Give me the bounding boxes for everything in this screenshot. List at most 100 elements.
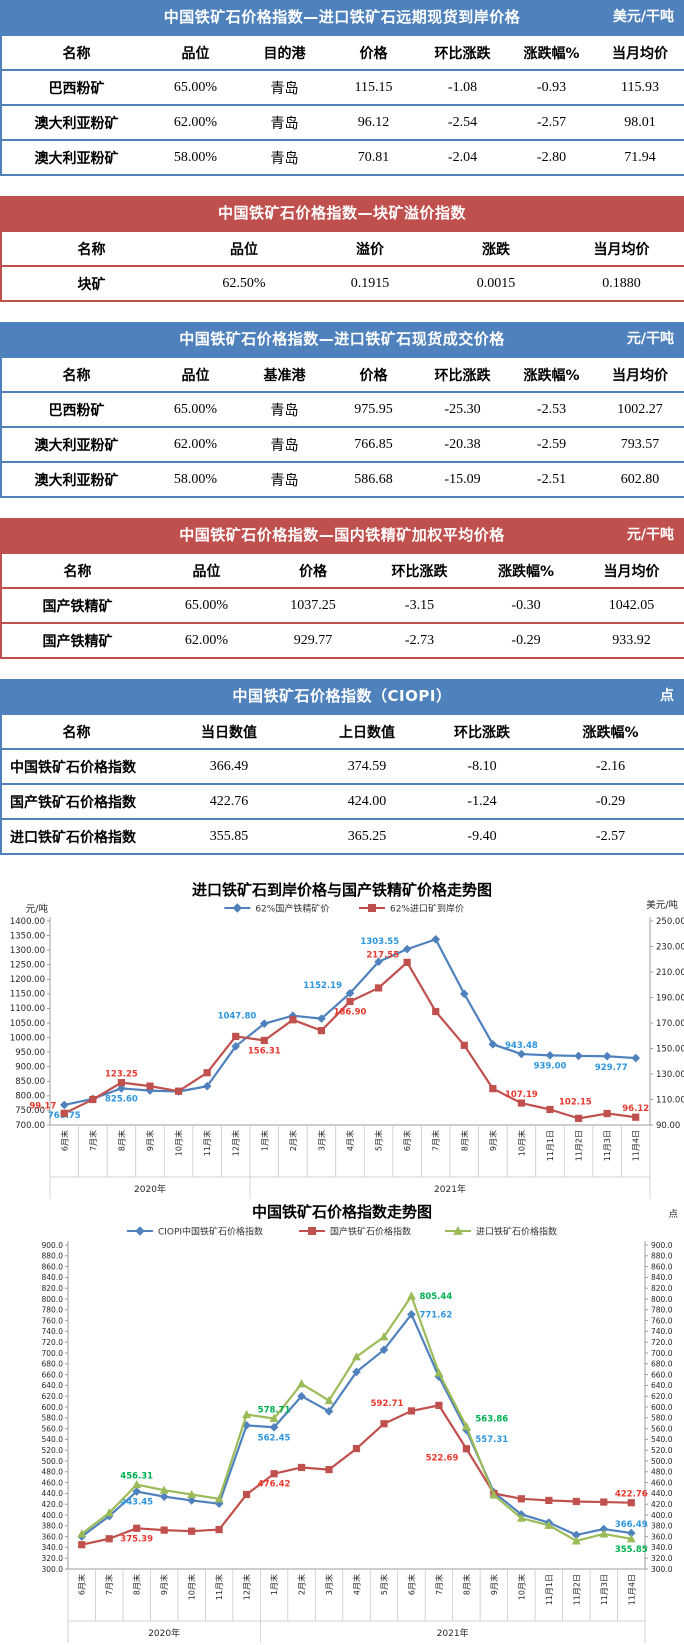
year-group-label: 2021年 bbox=[434, 1183, 466, 1195]
column-header: 目的港 bbox=[263, 45, 306, 62]
ciopi-index-table-section: 中国铁矿石价格指数（CIOPI） 点名称 当日数值 上日数值 环比涨跌 涨跌幅% 中国铁矿石… bbox=[0, 679, 684, 855]
legend-label: CIOPI中国铁矿石价格指数 bbox=[158, 1226, 263, 1238]
value-cell: 0.1880 bbox=[559, 265, 684, 301]
column-header: 名称 bbox=[62, 367, 91, 384]
data-point-label: 592.71 bbox=[371, 1399, 404, 1409]
ciopi-index-trend-chart: 中国铁矿石价格指数走势图 点 CIOPI中国铁矿石价格指数 国产铁矿石价格指数 进口铁矿… bbox=[42, 1203, 678, 1643]
column-header: 基准港 bbox=[263, 367, 306, 384]
value-cell: 98.01 bbox=[596, 104, 684, 140]
lump-premium-index-table-section: 中国铁矿石价格指数—块矿溢价指数 名称 品位 溢价 涨跌 当月均价 块矿 62.50% 0.19… bbox=[0, 196, 684, 302]
left-axis-tick-label: 560.0 bbox=[42, 1424, 64, 1433]
x-axis-category-label: 6月末 bbox=[77, 1574, 87, 1595]
x-axis-category-label: 11月3日 bbox=[600, 1574, 609, 1605]
x-axis-category-label: 6月末 bbox=[59, 1130, 69, 1151]
column-header: 当月均价 bbox=[612, 45, 668, 62]
x-axis-category-label: 8月末 bbox=[116, 1130, 126, 1151]
table-row: 澳大利亚粉矿 62.00% 青岛 96.12 -2.54 -2.57 98.01 bbox=[1, 104, 684, 140]
column-header: 价格 bbox=[359, 45, 388, 62]
series-triangle: 456.31 578.71 805.44 563.86 355.85 bbox=[77, 1291, 648, 1555]
column-header: 名称 bbox=[63, 563, 92, 580]
column-header: 品位 bbox=[230, 241, 258, 258]
data-point-label: 578.71 bbox=[258, 1405, 291, 1415]
legend-item: 国产铁矿石价格指数 bbox=[299, 1226, 411, 1238]
left-axis-tick-label: 1400.00 bbox=[10, 917, 45, 927]
x-axis-category-label: 2月末 bbox=[288, 1130, 298, 1151]
x-axis-category-label: 8月末 bbox=[132, 1574, 142, 1595]
table-row: 巴西粉矿 65.00% 青岛 115.15 -1.08 -0.93 115.93 bbox=[1, 69, 684, 105]
value-cell: 1037.25 bbox=[260, 587, 366, 623]
value-cell: -2.04 bbox=[418, 139, 507, 175]
row-name-cell: 澳大利亚粉矿 bbox=[1, 461, 151, 497]
right-axis-tick-label: 760.0 bbox=[651, 1316, 673, 1325]
left-axis-tick-label: 700.00 bbox=[15, 1121, 45, 1131]
column-header: 环比涨跌 bbox=[391, 563, 448, 580]
value-cell: 62.00% bbox=[153, 622, 260, 658]
data-point-label: 456.31 bbox=[120, 1472, 153, 1482]
legend-item: CIOPI中国铁矿石价格指数 bbox=[126, 1226, 263, 1238]
left-axis-tick-label: 1200.00 bbox=[10, 975, 45, 985]
value-cell: 365.25 bbox=[307, 818, 427, 854]
year-group-label: 2020年 bbox=[134, 1183, 166, 1195]
left-axis-tick-label: 1350.00 bbox=[10, 931, 45, 941]
row-name-cell: 块矿 bbox=[1, 265, 181, 301]
right-axis-tick-label: 720.0 bbox=[651, 1338, 673, 1347]
value-cell: 115.15 bbox=[329, 69, 418, 105]
right-axis-tick-label: 520.0 bbox=[651, 1446, 673, 1455]
legend-label: 国产铁矿石价格指数 bbox=[330, 1226, 411, 1238]
x-axis-category-label: 11月4日 bbox=[627, 1574, 636, 1605]
x-axis-category-label: 9月末 bbox=[145, 1130, 155, 1151]
row-name-cell: 国产铁精矿 bbox=[1, 622, 153, 658]
value-cell: 65.00% bbox=[151, 391, 240, 427]
data-point-label: 1047.80 bbox=[218, 1012, 257, 1022]
value-cell: -1.08 bbox=[418, 69, 507, 105]
data-point-label: 375.39 bbox=[120, 1534, 153, 1544]
x-axis-category-label: 3月末 bbox=[316, 1130, 326, 1151]
left-axis-tick-label: 320.0 bbox=[42, 1554, 64, 1563]
right-axis-tick-label: 210.00 bbox=[656, 968, 684, 978]
legend-item: 62%进口矿到岸价 bbox=[359, 903, 464, 915]
data-point-label: 557.31 bbox=[475, 1435, 508, 1445]
column-header: 名称 bbox=[62, 724, 91, 741]
column-header: 环比涨跌 bbox=[454, 724, 510, 741]
value-cell: -2.16 bbox=[537, 748, 684, 784]
table-title-bar: 中国铁矿石价格指数—进口铁矿石现货成交价格 元/干吨 bbox=[0, 322, 684, 356]
column-header: 涨跌幅% bbox=[582, 724, 639, 741]
data-point-label: 825.60 bbox=[105, 1094, 138, 1104]
value-cell: 62.50% bbox=[181, 265, 307, 301]
data-point-label: 562.45 bbox=[258, 1433, 291, 1443]
left-axis-tick-label: 850.00 bbox=[15, 1077, 45, 1087]
value-cell: -0.93 bbox=[507, 69, 596, 105]
table-header-row: 名称 品位 基准港 价格 环比涨跌 涨跌幅% 当月均价 bbox=[1, 357, 684, 392]
right-axis-tick-label: 640.0 bbox=[651, 1381, 673, 1390]
right-axis-tick-label: 90.00 bbox=[656, 1121, 680, 1131]
x-axis-category-label: 5月末 bbox=[379, 1574, 389, 1595]
value-cell: 62.00% bbox=[151, 426, 240, 462]
left-axis-tick-label: 1100.00 bbox=[10, 1004, 45, 1014]
series-square: 375.39 476.42 592.71 522.69 422.76 bbox=[78, 1399, 648, 1549]
column-header: 品位 bbox=[181, 367, 210, 384]
table-title: 中国铁矿石价格指数（CIOPI） bbox=[232, 687, 452, 705]
row-name-cell: 国产铁矿石价格指数 bbox=[1, 783, 151, 819]
row-name-cell: 中国铁矿石价格指数 bbox=[1, 748, 151, 784]
x-axis-category-label: 10月末 bbox=[174, 1130, 184, 1156]
value-cell: -2.53 bbox=[507, 391, 596, 427]
legend-label: 进口铁矿石价格指数 bbox=[476, 1226, 557, 1238]
value-cell: -1.24 bbox=[427, 783, 537, 819]
table-unit-label: 美元/干吨 bbox=[612, 9, 674, 25]
column-header: 当月均价 bbox=[612, 367, 668, 384]
left-axis-unit-label: 元/吨 bbox=[26, 903, 49, 915]
left-axis-tick-label: 520.0 bbox=[42, 1446, 64, 1455]
series-diamond: 768.75825.601047.801152.191303.55943.489… bbox=[48, 935, 641, 1121]
x-axis-category-label: 10月末 bbox=[516, 1574, 526, 1600]
right-axis-unit-label: 美元/吨 bbox=[646, 899, 678, 911]
value-cell: 青岛 bbox=[240, 69, 329, 105]
right-axis-tick-label: 820.0 bbox=[651, 1284, 673, 1293]
table-row: 块矿 62.50% 0.1915 0.0015 0.1880 bbox=[1, 265, 684, 301]
right-axis-tick-label: 660.0 bbox=[651, 1370, 673, 1379]
right-axis-tick-label: 170.00 bbox=[656, 1019, 684, 1029]
left-axis-tick-label: 400.0 bbox=[42, 1511, 64, 1520]
value-cell: 422.76 bbox=[151, 783, 307, 819]
left-axis-tick-label: 600.0 bbox=[42, 1403, 64, 1412]
column-header: 涨跌幅% bbox=[523, 45, 580, 62]
